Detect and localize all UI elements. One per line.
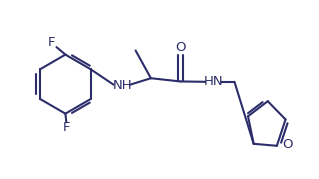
Text: O: O — [282, 137, 292, 151]
Text: F: F — [47, 37, 55, 49]
Text: HN: HN — [204, 75, 224, 88]
Text: F: F — [63, 121, 71, 134]
Text: O: O — [175, 41, 185, 54]
Text: NH: NH — [112, 79, 132, 92]
